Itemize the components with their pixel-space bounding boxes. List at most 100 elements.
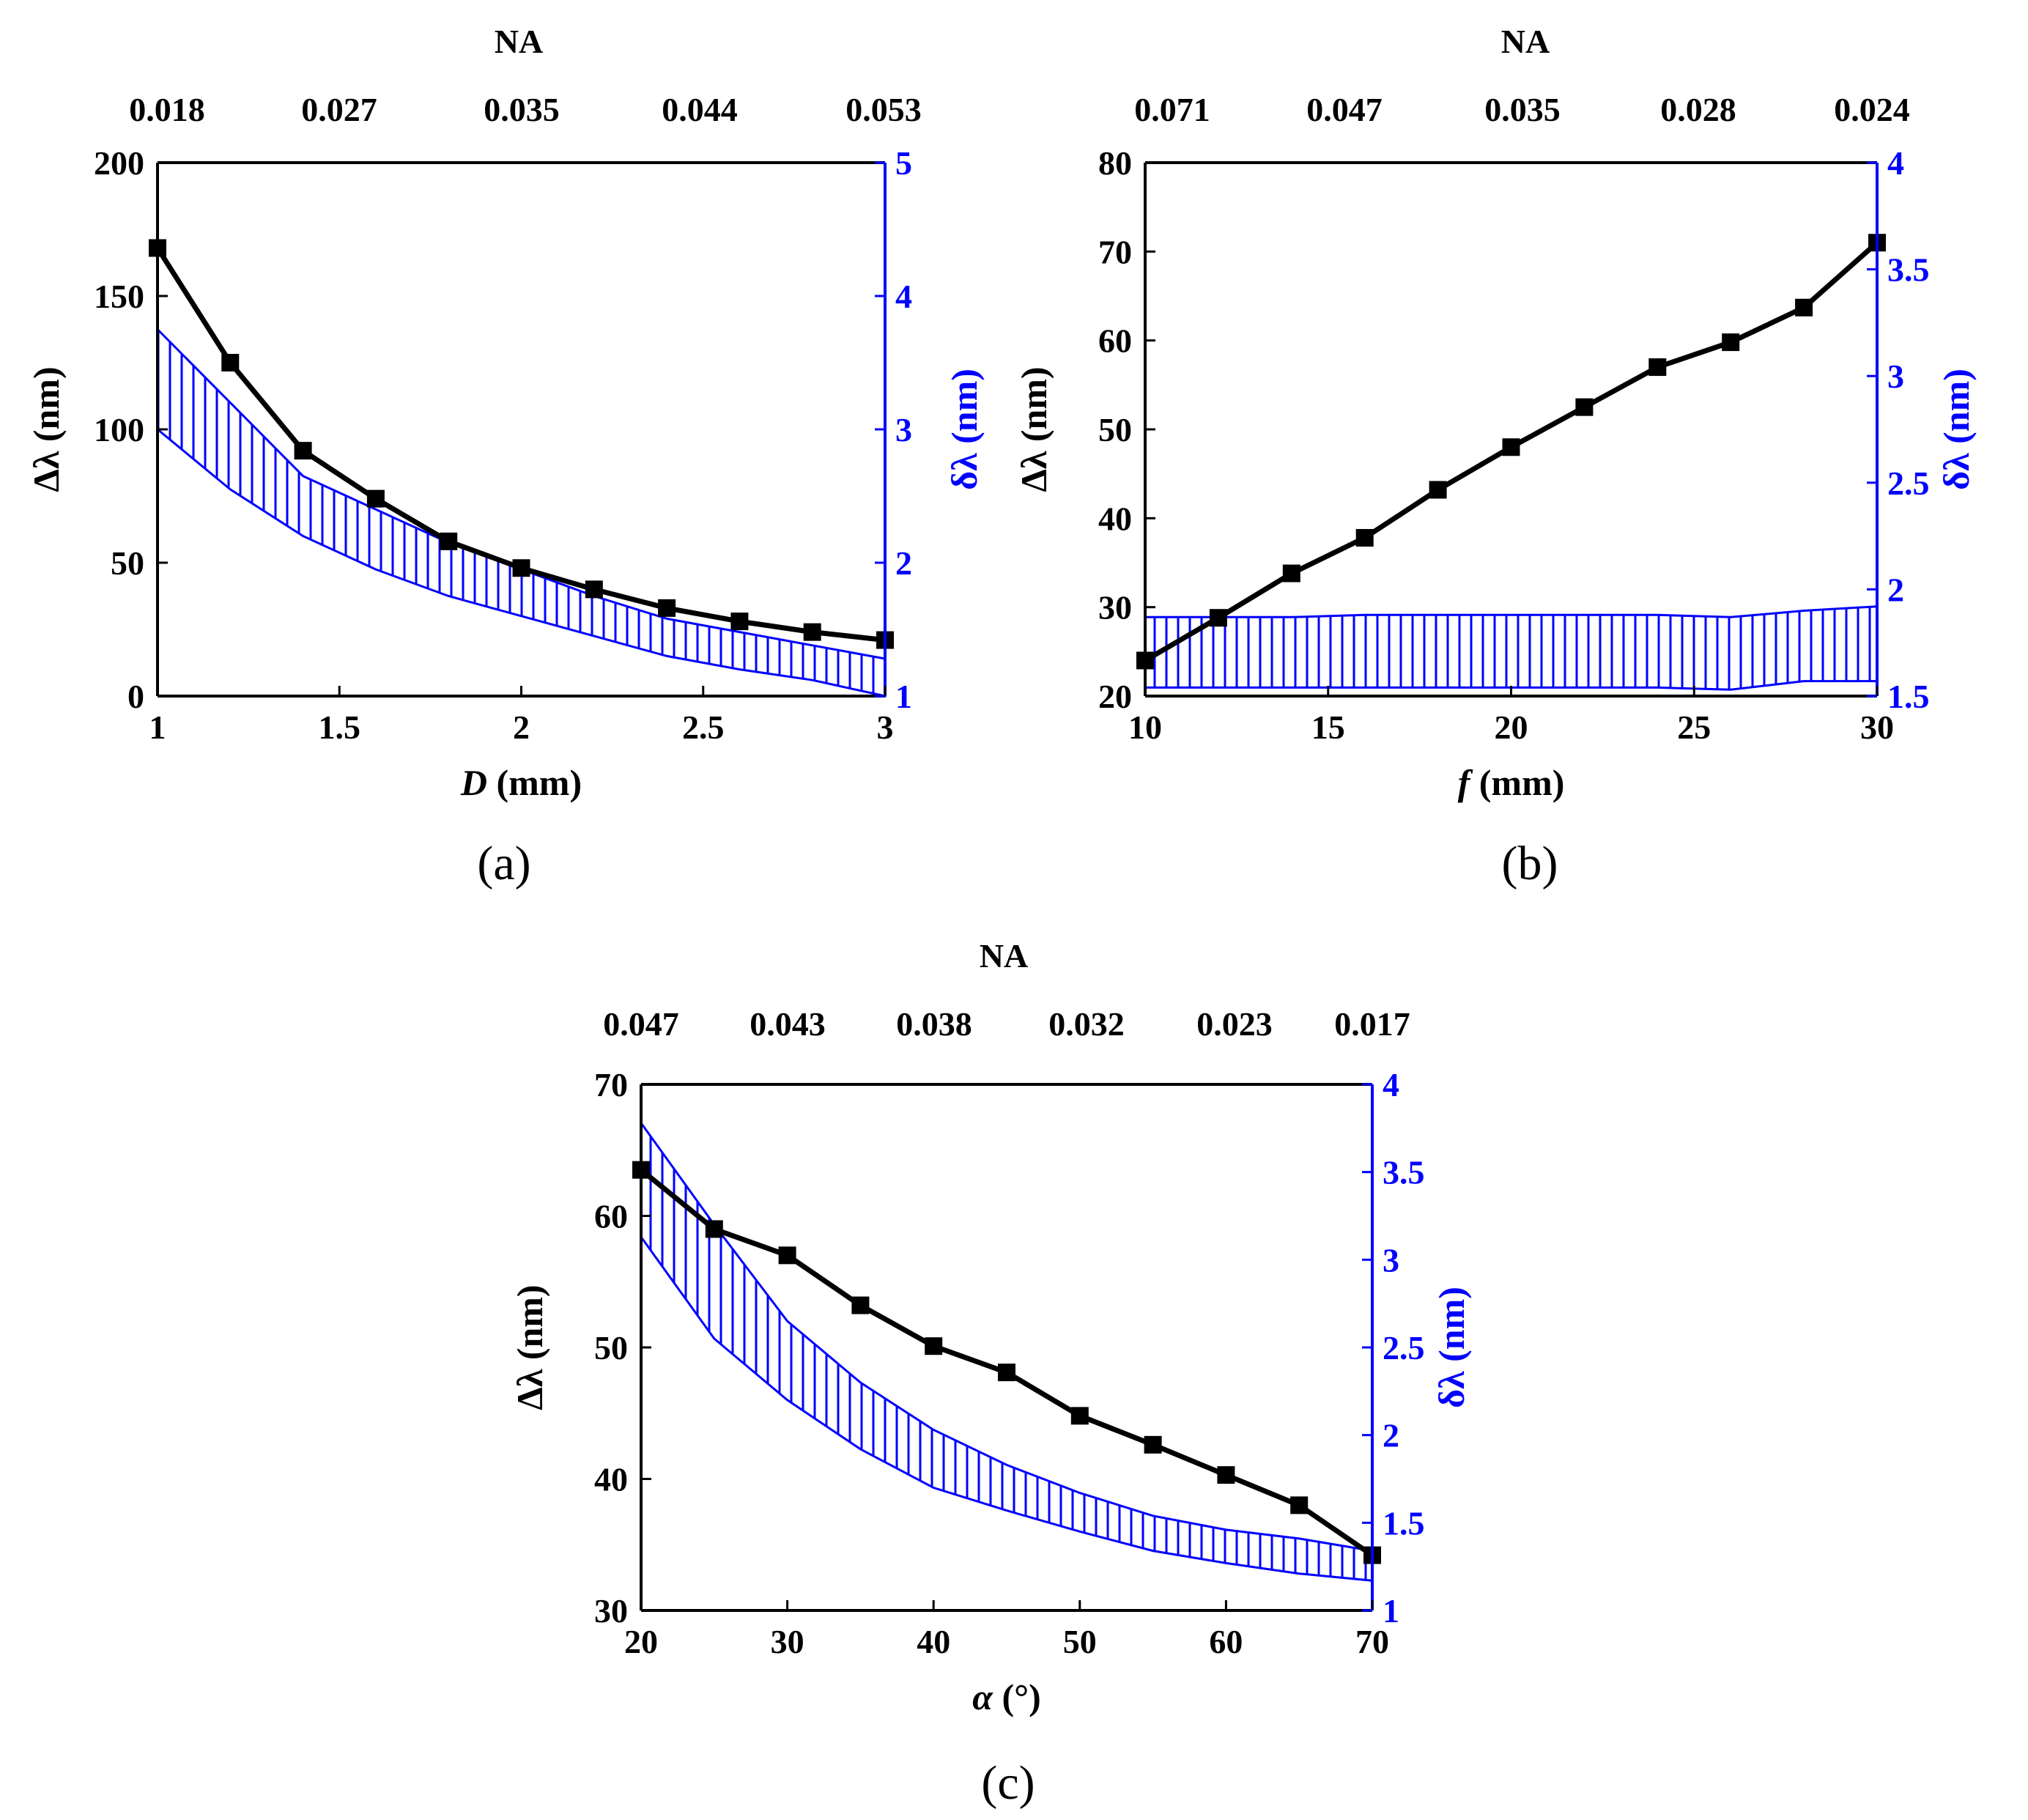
data-point-c [778,1246,796,1265]
data-point-a [658,599,676,617]
y-axis-label-a: Δλ (nm) [26,366,67,492]
data-point-b [1502,438,1520,456]
y-tick-label-b: 30 [1098,589,1132,626]
x-tick-label-c: 30 [771,1623,804,1660]
x-tick-label-b: 10 [1128,709,1162,746]
x-axis-label-b: f (mm) [1458,762,1565,803]
y2-tick-label-c: 3.5 [1383,1154,1425,1191]
chart-panel-a: NA (a) 1 1.5 2 2.5 3 0 50 100 150 200 1 2 3 4 5 0.018 0.… [26,23,985,890]
top-tick-label-b: 0.028 [1660,91,1736,128]
top-tick-label-b: 0.071 [1134,91,1210,128]
y-tick-label-c: 40 [594,1461,628,1498]
data-point-b [1282,564,1300,582]
y2-tick-label-b: 3.5 [1887,251,1930,289]
chart-panel-c: NA (c) 20 30 40 50 60 70304050607011.522.533.… [509,937,1472,1810]
x-tick-label-c: 70 [1355,1623,1389,1660]
y2-tick-label-c: 4 [1383,1066,1399,1103]
x-tick-label-c: 60 [1209,1623,1243,1660]
top-tick-label-a: 0.044 [662,91,738,128]
y-axis-label-c: Δλ (nm) [509,1284,550,1410]
x-axis-label-a: D (mm) [460,762,582,803]
data-point-a [294,442,312,460]
data-point-b [1648,358,1667,377]
y-tick-label-a: 0 [127,678,144,715]
y2-tick-label-c: 2 [1383,1417,1399,1454]
y2-tick-label-a: 2 [895,544,912,582]
top-tick-label-c: 0.032 [1048,1005,1125,1043]
data-point-b [1209,609,1227,627]
top-tick-label-a: 0.027 [301,91,377,128]
x-axis-label-c: α (°) [972,1676,1040,1717]
x-tick-label-a: 2 [513,709,530,746]
y2-tick-label-b: 3 [1887,358,1904,395]
data-point-b [1795,298,1813,317]
top-tick-label-a: 0.053 [845,91,922,128]
top-tick-label-b: 0.035 [1484,91,1561,128]
top-tick-label-c: 0.047 [603,1005,679,1043]
top-axis-title-c: NA [980,937,1028,974]
data-point-a [512,559,530,577]
data-point-c [851,1296,870,1314]
x-tick-label-a: 3 [877,709,894,746]
top-axis-title-a: NA [495,23,543,60]
data-point-c [1144,1435,1162,1454]
y2-tick-label-c: 1 [1383,1592,1399,1630]
data-point-c [998,1364,1015,1382]
x-tick-label-c: 20 [624,1623,658,1660]
panel-label-c: (c) [981,1756,1035,1810]
delta-lambda-band-a [156,326,887,698]
x-tick-label-b: 30 [1860,709,1894,746]
top-tick-label-c: 0.038 [896,1005,972,1043]
data-point-a [440,532,458,550]
top-tick-label-b: 0.047 [1306,91,1383,128]
data-point-c [1070,1407,1089,1425]
top-tick-label-b: 0.024 [1834,91,1910,128]
delta-lambda-band-c [640,1120,1374,1582]
panel-label-b: (b) [1502,837,1558,890]
top-tick-label-c: 0.043 [750,1005,826,1043]
data-point-c [1217,1466,1235,1484]
y-tick-label-a: 50 [111,544,144,582]
y2-tick-label-a: 3 [895,411,912,448]
x-tick-label-a: 1.5 [319,709,361,746]
data-point-b [1575,398,1594,416]
data-point-c [925,1337,943,1355]
y-tick-label-b: 40 [1098,500,1132,537]
data-point-a [803,623,821,641]
y2-tick-label-c: 3 [1383,1241,1399,1279]
x-tick-label-b: 15 [1311,709,1345,746]
x-tick-label-c: 50 [1063,1623,1097,1660]
data-point-a [366,489,385,508]
x-tick-label-b: 20 [1495,709,1528,746]
x-tick-label-a: 2.5 [682,709,725,746]
y2-axis-label-c: δλ (nm) [1431,1287,1472,1408]
y-tick-label-a: 150 [94,278,144,315]
data-point-b [1429,481,1447,499]
chart-panel-b: NA (b) 10 15 20 25 30 20 30 40 50 60 70 80 1.5 2 2.5 3 3… [1013,23,1977,890]
panel-label-a: (a) [477,837,530,890]
y-tick-label-b: 80 [1098,144,1132,182]
y2-tick-label-b: 4 [1887,144,1904,182]
y-axis-label-b: Δλ (nm) [1013,366,1054,492]
y2-tick-label-c: 2.5 [1383,1329,1425,1366]
x-tick-label-b: 25 [1677,709,1711,746]
y2-tick-label-a: 1 [895,678,912,715]
y-tick-label-b: 70 [1098,233,1132,270]
y2-axis-label-a: δλ (nm) [944,369,985,490]
top-tick-label-a: 0.035 [484,91,560,128]
x-tick-label-a: 1 [149,709,166,746]
data-point-b [1355,529,1374,547]
data-point-c [1290,1496,1309,1514]
y-tick-label-c: 30 [594,1592,628,1630]
y2-tick-label-c: 1.5 [1383,1504,1425,1542]
x-tick-label-c: 40 [917,1623,950,1660]
data-point-c [705,1220,723,1238]
y2-tick-label-a: 5 [895,144,912,182]
top-axis-title-b: NA [1501,23,1550,60]
y-tick-label-c: 50 [594,1329,628,1366]
y2-tick-label-a: 4 [895,278,912,315]
y-tick-label-b: 20 [1098,678,1132,715]
top-tick-label-a: 0.018 [129,91,205,128]
y-tick-label-c: 70 [594,1066,628,1103]
